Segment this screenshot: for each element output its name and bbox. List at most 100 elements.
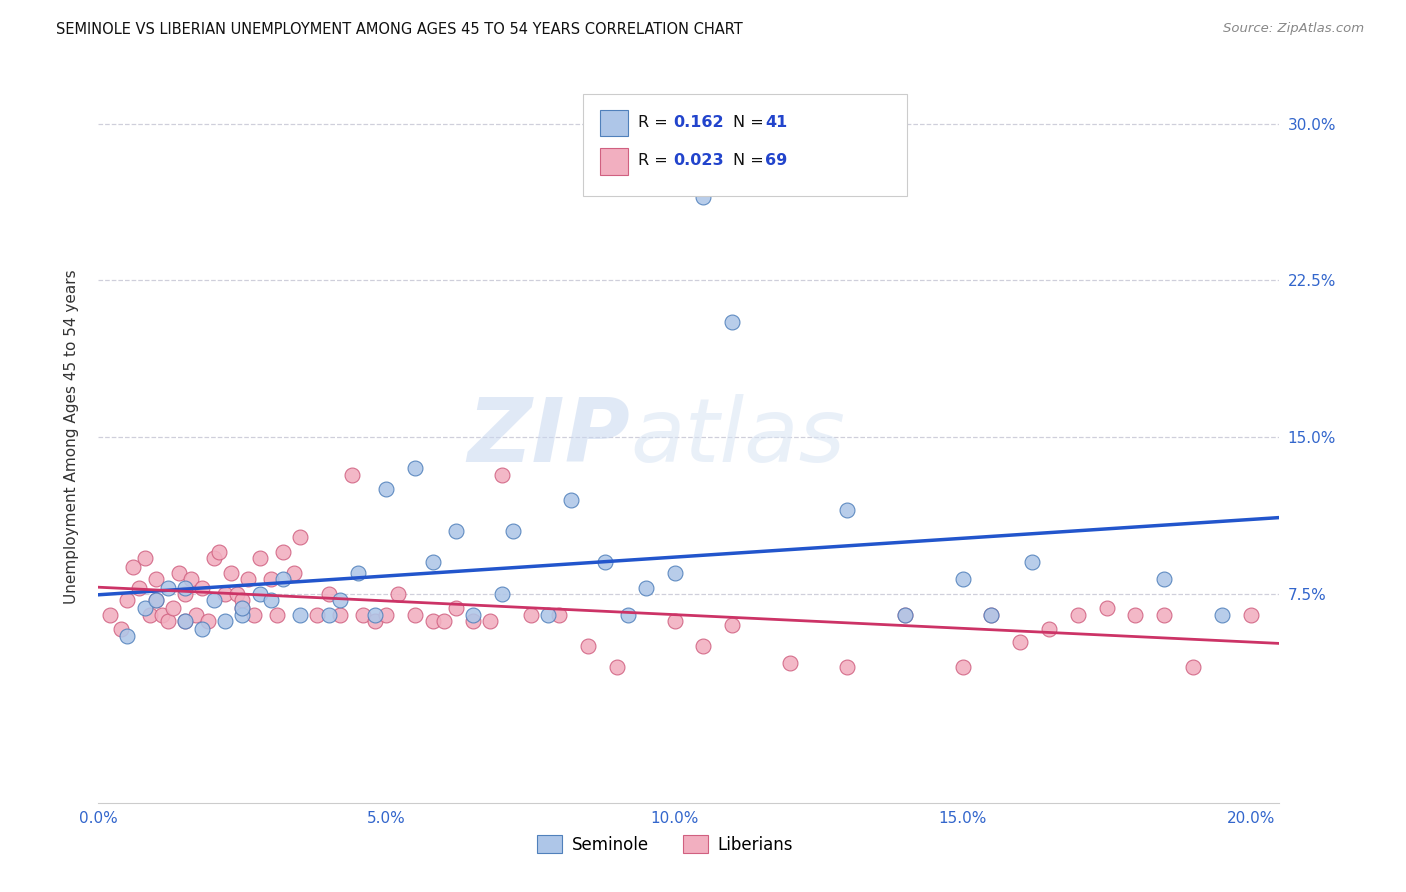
- Point: [595, 556, 617, 570]
- Point: [167, 566, 190, 580]
- Point: [173, 581, 195, 595]
- Point: [1182, 660, 1205, 674]
- Point: [156, 614, 179, 628]
- Point: [98, 607, 121, 622]
- Point: [191, 581, 214, 595]
- Point: [318, 607, 340, 622]
- Point: [231, 607, 253, 622]
- Point: [1211, 607, 1233, 622]
- Point: [307, 607, 329, 622]
- Point: [1153, 607, 1175, 622]
- Point: [404, 461, 426, 475]
- Point: [173, 587, 195, 601]
- Point: [404, 607, 426, 622]
- Point: [115, 629, 138, 643]
- Text: 69: 69: [765, 153, 787, 168]
- Point: [692, 190, 714, 204]
- Point: [779, 656, 801, 670]
- Point: [288, 607, 311, 622]
- Point: [134, 601, 156, 615]
- Point: [134, 551, 156, 566]
- Point: [352, 607, 374, 622]
- Point: [243, 607, 266, 622]
- Point: [128, 581, 150, 595]
- Point: [180, 572, 202, 586]
- Point: [387, 587, 409, 601]
- Point: [1153, 572, 1175, 586]
- Point: [1021, 556, 1043, 570]
- Y-axis label: Unemployment Among Ages 45 to 54 years: Unemployment Among Ages 45 to 54 years: [65, 269, 79, 605]
- Text: SEMINOLE VS LIBERIAN UNEMPLOYMENT AMONG AGES 45 TO 54 YEARS CORRELATION CHART: SEMINOLE VS LIBERIAN UNEMPLOYMENT AMONG …: [56, 22, 742, 37]
- Point: [202, 551, 225, 566]
- Point: [346, 566, 368, 580]
- Text: R =: R =: [638, 153, 673, 168]
- Point: [837, 503, 859, 517]
- Point: [225, 587, 247, 601]
- Point: [721, 315, 744, 329]
- Point: [664, 566, 686, 580]
- Point: [444, 524, 467, 538]
- Point: [271, 545, 294, 559]
- Point: [186, 607, 208, 622]
- Point: [1067, 607, 1090, 622]
- Point: [444, 601, 467, 615]
- Point: [1240, 607, 1263, 622]
- Point: [1038, 623, 1060, 637]
- Point: [202, 593, 225, 607]
- Point: [519, 607, 541, 622]
- Point: [1125, 607, 1147, 622]
- Point: [364, 614, 387, 628]
- Point: [422, 614, 444, 628]
- Point: [283, 566, 305, 580]
- Point: [980, 607, 1002, 622]
- Point: [145, 593, 167, 607]
- Point: [197, 614, 219, 628]
- Point: [375, 607, 398, 622]
- Text: R =: R =: [638, 115, 673, 129]
- Point: [617, 607, 640, 622]
- Point: [894, 607, 917, 622]
- Point: [952, 660, 974, 674]
- Point: [231, 593, 253, 607]
- Point: [952, 572, 974, 586]
- Point: [219, 566, 242, 580]
- Point: [502, 524, 524, 538]
- Point: [318, 587, 340, 601]
- Point: [692, 639, 714, 653]
- Point: [271, 572, 294, 586]
- Point: [1010, 635, 1032, 649]
- Point: [122, 559, 145, 574]
- Legend: Seminole, Liberians: Seminole, Liberians: [530, 829, 800, 860]
- Point: [340, 467, 363, 482]
- Point: [491, 587, 513, 601]
- Point: [433, 614, 456, 628]
- Text: atlas: atlas: [630, 394, 845, 480]
- Point: [634, 581, 657, 595]
- Text: 0.162: 0.162: [673, 115, 724, 129]
- Text: 41: 41: [765, 115, 787, 129]
- Point: [139, 607, 162, 622]
- Point: [214, 587, 236, 601]
- Point: [266, 607, 288, 622]
- Point: [173, 614, 195, 628]
- Point: [231, 601, 253, 615]
- Point: [664, 614, 686, 628]
- Point: [156, 581, 179, 595]
- Point: [150, 607, 173, 622]
- Point: [422, 556, 444, 570]
- Point: [980, 607, 1002, 622]
- Point: [491, 467, 513, 482]
- Point: [249, 587, 271, 601]
- Point: [461, 614, 484, 628]
- Point: [173, 614, 195, 628]
- Point: [329, 593, 352, 607]
- Point: [461, 607, 484, 622]
- Point: [214, 614, 236, 628]
- Point: [208, 545, 231, 559]
- Point: [548, 607, 571, 622]
- Point: [837, 660, 859, 674]
- Text: 0.023: 0.023: [673, 153, 724, 168]
- Point: [606, 660, 628, 674]
- Point: [110, 623, 132, 637]
- Point: [238, 572, 260, 586]
